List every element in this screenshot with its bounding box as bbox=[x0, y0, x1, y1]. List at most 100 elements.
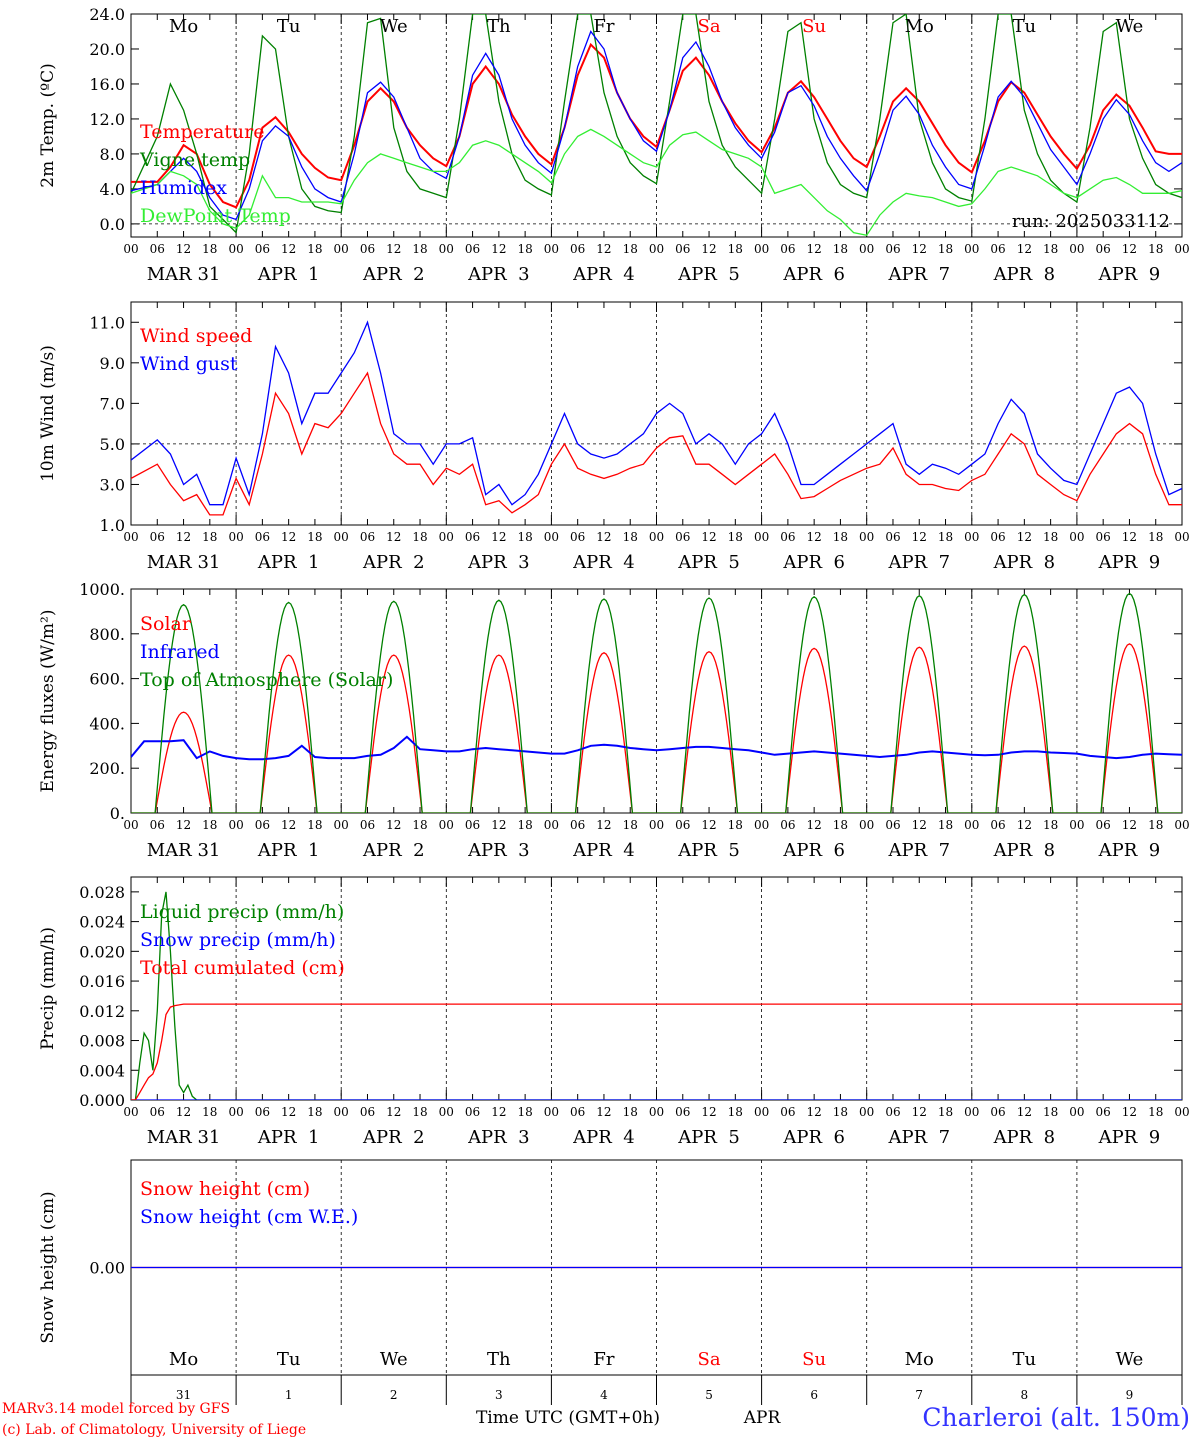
day-of-week-label: Mo bbox=[905, 16, 934, 37]
day-of-week-label: Su bbox=[802, 1349, 826, 1370]
y-tick-label: 0.012 bbox=[79, 1002, 125, 1021]
x-date-label: APR 9 bbox=[1098, 264, 1161, 285]
x-hour-tick-label: 18 bbox=[412, 818, 427, 832]
legend-entry: Infrared bbox=[140, 641, 220, 663]
x-date-label: APR 9 bbox=[1098, 552, 1161, 573]
x-hour-tick-label: 00 bbox=[1174, 1105, 1189, 1119]
legend-entry: Solar bbox=[140, 613, 192, 635]
x-date-label: APR 6 bbox=[782, 840, 845, 861]
x-date-label: APR 2 bbox=[362, 552, 425, 573]
x-hour-tick-label: 06 bbox=[990, 530, 1005, 544]
x-hour-tick-label: 00 bbox=[964, 818, 979, 832]
legend-entry: Top of Atmosphere (Solar) bbox=[140, 669, 393, 691]
x-hour-tick-label: 00 bbox=[649, 1105, 664, 1119]
x-hour-tick-label: 18 bbox=[728, 1105, 743, 1119]
x-hour-tick-label: 06 bbox=[570, 818, 585, 832]
x-hour-tick-label: 12 bbox=[176, 818, 191, 832]
x-hour-tick-label: 12 bbox=[281, 530, 296, 544]
x-hour-tick-label: 18 bbox=[623, 1105, 638, 1119]
y-tick-label: 1.0 bbox=[100, 516, 125, 535]
x-hour-tick-label: 12 bbox=[912, 1105, 927, 1119]
x-hour-tick-label: 06 bbox=[150, 242, 165, 256]
x-hour-tick-label: 06 bbox=[150, 530, 165, 544]
x-hour-tick-label: 18 bbox=[1043, 530, 1058, 544]
x-hour-tick-label: 12 bbox=[1017, 1105, 1032, 1119]
x-hour-tick-label: 18 bbox=[833, 818, 848, 832]
x-hour-tick-label: 18 bbox=[202, 242, 217, 256]
x-hour-tick-label: 18 bbox=[1148, 818, 1163, 832]
day-of-week-label: Mo bbox=[169, 16, 198, 37]
day-number-label: 7 bbox=[915, 1388, 923, 1402]
x-hour-tick-label: 00 bbox=[123, 1105, 138, 1119]
series-line-top-of-atmosphere-solar bbox=[131, 592, 1182, 813]
y-tick-label: 0. bbox=[110, 804, 125, 823]
energy-y-axis-label: Energy fluxes (W/m²) bbox=[38, 610, 58, 793]
day-number-label: 31 bbox=[176, 1388, 191, 1402]
x-hour-tick-label: 12 bbox=[596, 1105, 611, 1119]
x-hour-tick-label: 06 bbox=[1096, 530, 1111, 544]
x-hour-tick-label: 00 bbox=[228, 818, 243, 832]
x-date-label: APR 4 bbox=[572, 840, 635, 861]
x-date-label: APR 8 bbox=[993, 264, 1056, 285]
x-hour-tick-label: 00 bbox=[334, 818, 349, 832]
x-hour-tick-label: 18 bbox=[1148, 1105, 1163, 1119]
x-hour-tick-label: 00 bbox=[544, 530, 559, 544]
x-hour-tick-label: 00 bbox=[754, 242, 769, 256]
x-date-label: APR 9 bbox=[1098, 840, 1161, 861]
x-hour-tick-label: 06 bbox=[255, 818, 270, 832]
wind-panel: 1.0 3.0 5.0 7.0 9.0 11.0 10m Wind (m/s) 00 06 12 1… bbox=[38, 301, 1190, 573]
x-hour-tick-label: 12 bbox=[807, 530, 822, 544]
y-tick-label: 3.0 bbox=[100, 475, 125, 494]
x-hour-tick-label: 06 bbox=[885, 1105, 900, 1119]
day-of-week-label: We bbox=[1116, 1349, 1144, 1370]
x-hour-tick-label: 00 bbox=[859, 818, 874, 832]
x-date-label: APR 8 bbox=[993, 552, 1056, 573]
x-hour-tick-label: 12 bbox=[596, 818, 611, 832]
x-hour-tick-label: 12 bbox=[596, 530, 611, 544]
x-date-label: MAR 31 bbox=[147, 840, 221, 861]
time-axis-label: Time UTC (GMT+0h) bbox=[476, 1408, 660, 1428]
y-tick-label: 0.020 bbox=[79, 942, 125, 961]
y-tick-label: 600. bbox=[89, 670, 125, 689]
x-hour-tick-label: 00 bbox=[228, 1105, 243, 1119]
x-hour-tick-label: 12 bbox=[807, 1105, 822, 1119]
x-date-label: APR 6 bbox=[782, 1127, 845, 1148]
y-tick-label: 16.0 bbox=[89, 75, 125, 94]
y-tick-label: 0.028 bbox=[79, 883, 125, 902]
x-hour-tick-label: 18 bbox=[728, 818, 743, 832]
x-date-label: APR 5 bbox=[677, 840, 740, 861]
x-hour-tick-label: 06 bbox=[675, 818, 690, 832]
x-hour-tick-label: 00 bbox=[439, 1105, 454, 1119]
legend-entry: Total cumulated (cm) bbox=[140, 957, 345, 979]
x-date-label: APR 4 bbox=[572, 1127, 635, 1148]
x-hour-tick-label: 06 bbox=[150, 818, 165, 832]
temp-plot-frame bbox=[130, 13, 1183, 238]
x-hour-tick-label: 12 bbox=[176, 530, 191, 544]
x-hour-tick-label: 18 bbox=[938, 818, 953, 832]
x-hour-tick-label: 06 bbox=[990, 818, 1005, 832]
x-date-label: APR 8 bbox=[993, 1127, 1056, 1148]
legend-entry: Temperature bbox=[140, 121, 264, 143]
x-hour-tick-label: 18 bbox=[1148, 242, 1163, 256]
x-date-label: APR 1 bbox=[257, 552, 320, 573]
x-hour-tick-label: 06 bbox=[780, 242, 795, 256]
x-hour-tick-label: 06 bbox=[465, 818, 480, 832]
day-number-label: 6 bbox=[810, 1388, 818, 1402]
y-tick-label: 0.0 bbox=[100, 215, 125, 234]
x-hour-tick-label: 18 bbox=[938, 1105, 953, 1119]
energy-panel: 0. 200. 400. 600. 800. 1000. Energy fluxes (W/… bbox=[38, 580, 1190, 861]
day-of-week-label: We bbox=[1116, 16, 1144, 37]
x-hour-tick-label: 18 bbox=[623, 818, 638, 832]
x-hour-tick-label: 12 bbox=[281, 242, 296, 256]
x-hour-tick-label: 00 bbox=[123, 818, 138, 832]
x-hour-tick-label: 06 bbox=[360, 530, 375, 544]
x-hour-tick-label: 18 bbox=[1043, 242, 1058, 256]
day-of-week-label: Sa bbox=[698, 16, 721, 37]
x-hour-tick-label: 06 bbox=[1096, 242, 1111, 256]
x-hour-tick-label: 06 bbox=[570, 530, 585, 544]
day-of-week-label: Tu bbox=[277, 16, 301, 37]
x-hour-tick-label: 00 bbox=[859, 242, 874, 256]
series-line-solar bbox=[131, 643, 1182, 813]
x-date-label: APR 1 bbox=[257, 264, 320, 285]
y-tick-label: 7.0 bbox=[100, 394, 125, 413]
